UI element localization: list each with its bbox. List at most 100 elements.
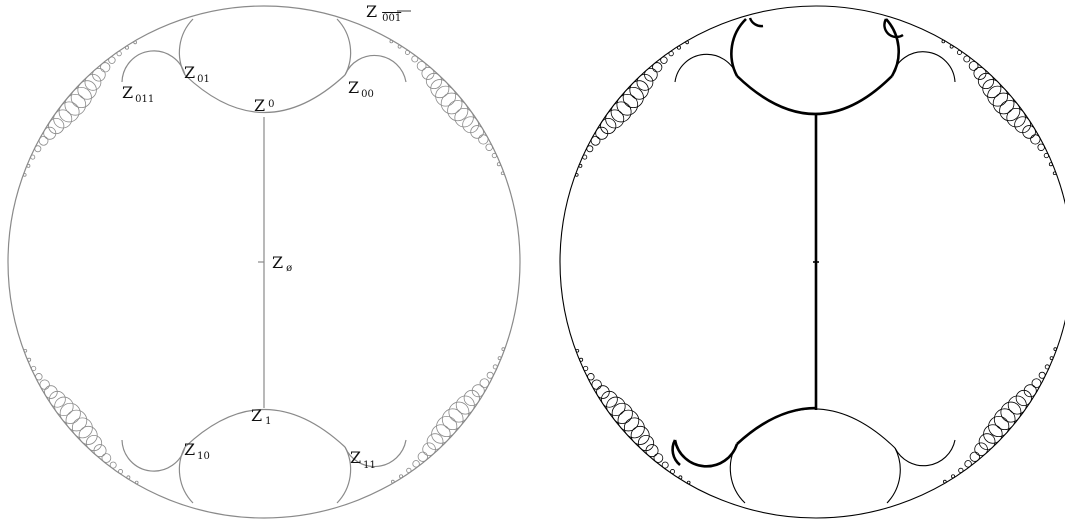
right-small-circle-36 — [676, 45, 681, 50]
right-small-circle-17 — [579, 357, 584, 362]
right-arc-z001 — [891, 51, 956, 83]
left-small-circle-8 — [71, 417, 93, 439]
left-small-circle-14 — [39, 379, 50, 390]
right-small-circle-22 — [586, 145, 594, 153]
right-small-circle-15 — [587, 373, 595, 381]
right-small-circle-72 — [964, 460, 972, 468]
right-small-circle-52 — [1030, 134, 1041, 145]
right-small-circle-3 — [661, 461, 669, 469]
left-small-circle-29 — [70, 86, 92, 109]
right-circle-z01 — [730, 18, 747, 77]
left-arc-z001 — [344, 54, 407, 83]
left-small-circle-28 — [64, 93, 87, 116]
right-small-circle-29 — [622, 86, 644, 109]
right-arc-z011 — [674, 53, 738, 83]
right-small-circle-71 — [969, 451, 980, 462]
right-small-circle-4 — [653, 453, 664, 463]
left-small-circle-25 — [48, 117, 65, 135]
right-small-circle-65 — [1000, 401, 1022, 423]
right-small-circle-26 — [605, 109, 625, 129]
left-small-circle-9 — [65, 409, 88, 432]
left-small-circle-51 — [470, 125, 484, 139]
left-small-circle-46 — [435, 85, 457, 107]
left-small-circle-72 — [412, 460, 420, 468]
right-small-circle-16 — [583, 365, 589, 372]
right-circle-z00 — [885, 18, 900, 77]
right-small-circle-24 — [595, 126, 609, 140]
label-z-01: Z 01 — [184, 63, 210, 85]
left-small-circle-19 — [22, 173, 27, 177]
left-arc-z011 — [121, 50, 186, 83]
right-small-circle-63 — [1015, 389, 1032, 407]
right-small-circle-62 — [1023, 384, 1037, 398]
left-small-circle-57 — [501, 347, 506, 351]
left-small-circle-67 — [436, 415, 458, 438]
left-small-circle-27 — [58, 101, 80, 123]
right-small-circle-25 — [600, 117, 617, 135]
left-small-circle-2 — [118, 469, 124, 474]
right-small-circle-60 — [1038, 371, 1046, 379]
left-boundary-circles — [22, 39, 506, 485]
left-small-circle-53 — [485, 143, 493, 151]
right-small-circle-32 — [644, 67, 658, 82]
left-small-circle-10 — [59, 402, 81, 424]
right-small-circle-8 — [623, 417, 645, 439]
left-small-circle-45 — [430, 79, 450, 99]
left-arc-z1 — [184, 409, 346, 448]
right-small-circle-75 — [943, 479, 947, 484]
left-small-circle-36 — [124, 45, 129, 50]
right-small-circle-10 — [611, 402, 633, 424]
right-arc-z0 — [736, 75, 893, 116]
left-small-circle-4 — [101, 453, 112, 463]
right-arc-z101 — [673, 439, 739, 468]
right-small-circle-46 — [987, 85, 1009, 107]
left-small-circle-41 — [411, 55, 419, 63]
right-small-circle-14 — [591, 379, 602, 390]
left-small-circle-74 — [399, 474, 404, 479]
right-small-circle-0 — [686, 480, 691, 485]
left-small-circle-64 — [455, 395, 475, 415]
left-small-circle-70 — [422, 442, 436, 457]
right-small-circle-57 — [1053, 347, 1058, 351]
left-small-circle-26 — [53, 109, 73, 129]
label-z-overline-001: Z 001 — [366, 2, 401, 24]
left-small-circle-63 — [463, 389, 480, 407]
left-small-circle-17 — [27, 357, 32, 362]
left-small-circle-16 — [30, 365, 37, 372]
left-small-circle-66 — [441, 408, 464, 431]
label-z-00: Z 00 — [348, 78, 374, 100]
right-small-circle-68 — [983, 424, 1003, 444]
left-small-circle-56 — [500, 171, 505, 176]
right-boundary-circles — [574, 39, 1058, 485]
left-small-circle-49 — [454, 108, 474, 128]
right-tree-diagram — [559, 5, 1065, 519]
left-small-circle-59 — [492, 364, 498, 370]
right-small-circle-11 — [606, 396, 626, 417]
left-small-circle-32 — [92, 67, 106, 82]
right-small-circle-39 — [949, 44, 954, 49]
right-small-circle-54 — [1043, 152, 1050, 159]
right-small-circle-21 — [582, 154, 588, 160]
right-circle-z11 — [886, 447, 901, 504]
right-small-circle-70 — [974, 442, 988, 457]
right-small-circle-44 — [977, 72, 995, 90]
right-small-circle-58 — [1049, 356, 1054, 361]
right-small-circle-33 — [652, 62, 663, 73]
left-arc-z111 — [344, 439, 407, 468]
right-small-circle-47 — [992, 92, 1015, 115]
right-small-circle-55 — [1048, 162, 1053, 167]
right-small-circle-53 — [1037, 143, 1045, 151]
right-small-circle-42 — [968, 61, 979, 71]
right-small-circle-67 — [988, 415, 1010, 438]
left-small-circle-24 — [43, 126, 57, 140]
right-small-circle-28 — [616, 93, 639, 116]
left-small-circle-54 — [491, 152, 498, 159]
right-small-circle-38 — [941, 39, 946, 44]
left-small-circle-1 — [126, 475, 131, 480]
right-small-circle-51 — [1022, 125, 1036, 139]
right-small-circle-20 — [578, 163, 583, 168]
